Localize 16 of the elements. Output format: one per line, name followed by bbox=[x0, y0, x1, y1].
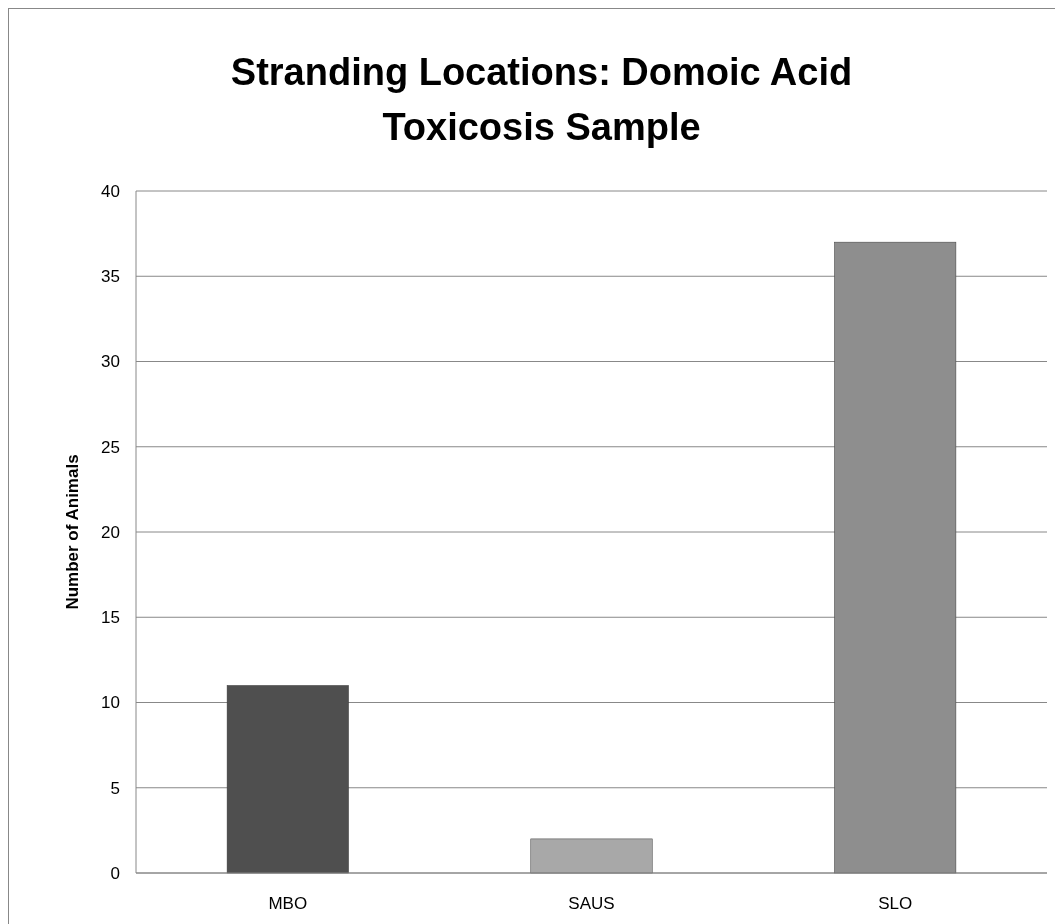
bar bbox=[226, 685, 349, 874]
y-tick-label: 40 bbox=[101, 181, 120, 201]
x-tick-label: SAUS bbox=[568, 894, 615, 913]
bar bbox=[530, 838, 653, 874]
y-tick-label: 20 bbox=[101, 522, 120, 542]
y-axis-title: Number of Animals bbox=[63, 454, 82, 610]
y-tick-label: 0 bbox=[110, 863, 120, 883]
y-tick-label: 5 bbox=[110, 778, 120, 798]
y-tick-label: 10 bbox=[101, 693, 120, 713]
chart-title: Stranding Locations: Domoic Acid Toxicosis Sample bbox=[230, 51, 853, 148]
y-tick-label: 15 bbox=[101, 608, 120, 628]
x-tick-label: SLO bbox=[878, 894, 913, 913]
y-tick-label: 30 bbox=[101, 352, 120, 372]
y-tick-label: 25 bbox=[101, 437, 120, 457]
y-tick-label: 35 bbox=[101, 267, 120, 287]
x-tick-label: MBO bbox=[268, 894, 308, 913]
